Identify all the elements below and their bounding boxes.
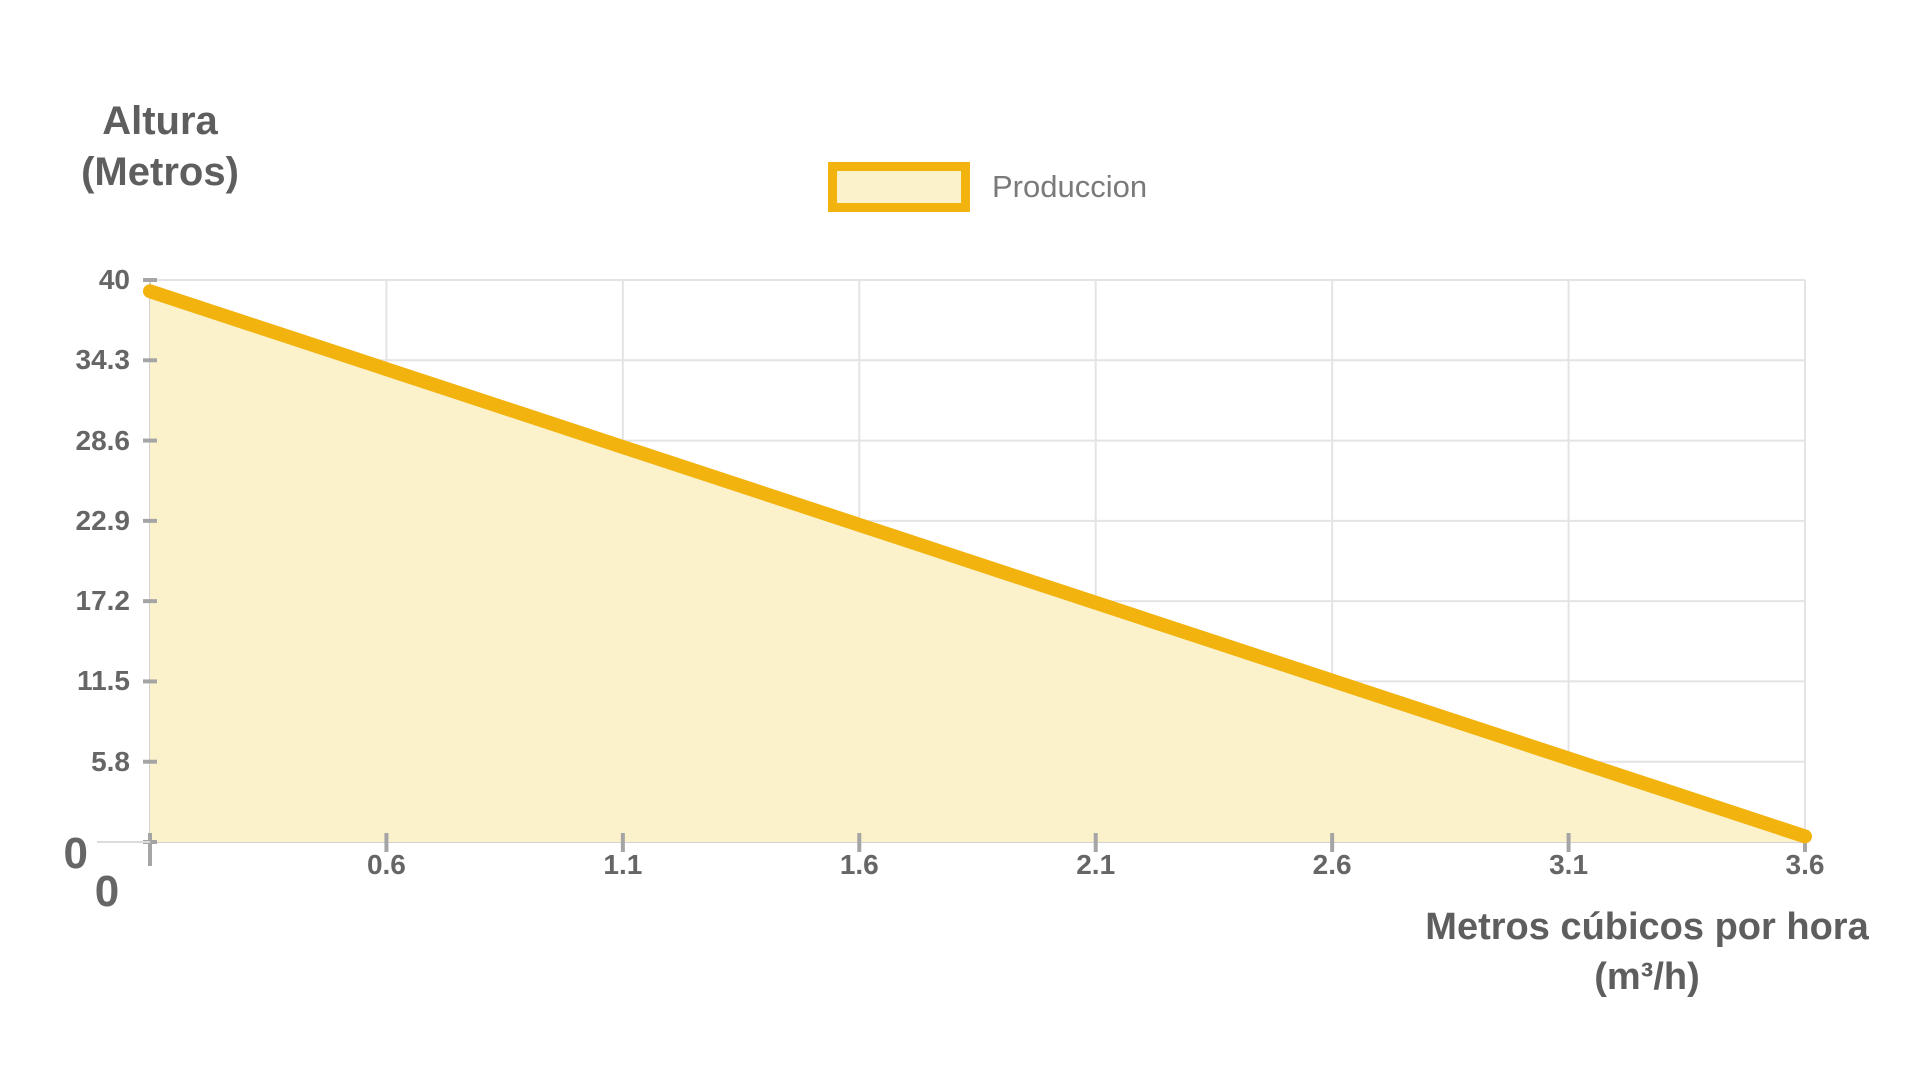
area-chart <box>143 278 1812 866</box>
x-axis-title: Metros cúbicos por hora (m³/h) <box>1397 902 1897 1002</box>
origin-tick-line <box>97 841 150 843</box>
y-tick-label: 28.6 <box>75 424 131 456</box>
series-line <box>143 284 1812 844</box>
y-axis-title-line1: Altura <box>102 99 218 143</box>
x-tick-label: 1.1 <box>603 849 643 880</box>
x-tick-label: 0.6 <box>366 849 406 880</box>
y-axis-title: Altura (Metros) <box>40 96 280 198</box>
y-axis-title-line2: (Metros) <box>81 150 239 194</box>
x-tick-label: 3.6 <box>1785 849 1825 880</box>
y-tick-label: 22.9 <box>75 504 131 536</box>
x-tick-label: 1.6 <box>839 849 879 880</box>
y-tick-label: 0 <box>63 829 88 878</box>
plot-area <box>143 278 1812 866</box>
y-tick-label: 17.2 <box>75 585 131 617</box>
x-axis-title-line2: (m³/h) <box>1594 956 1700 998</box>
legend: Produccion <box>828 162 1147 212</box>
legend-label: Produccion <box>992 169 1148 204</box>
x-tick-label: 0 <box>94 867 120 916</box>
x-tick-label: 3.1 <box>1549 849 1589 880</box>
y-tick-label: 34.3 <box>75 344 131 376</box>
legend-swatch-icon <box>828 162 970 212</box>
y-tick-label: 11.5 <box>77 665 130 697</box>
x-tick-label: 2.1 <box>1076 849 1116 880</box>
x-tick-label: 2.6 <box>1312 849 1352 880</box>
x-axis-title-line1: Metros cúbicos por hora <box>1425 906 1869 948</box>
y-tick-label: 40 <box>98 264 130 295</box>
y-tick-label: 5.8 <box>91 745 130 777</box>
